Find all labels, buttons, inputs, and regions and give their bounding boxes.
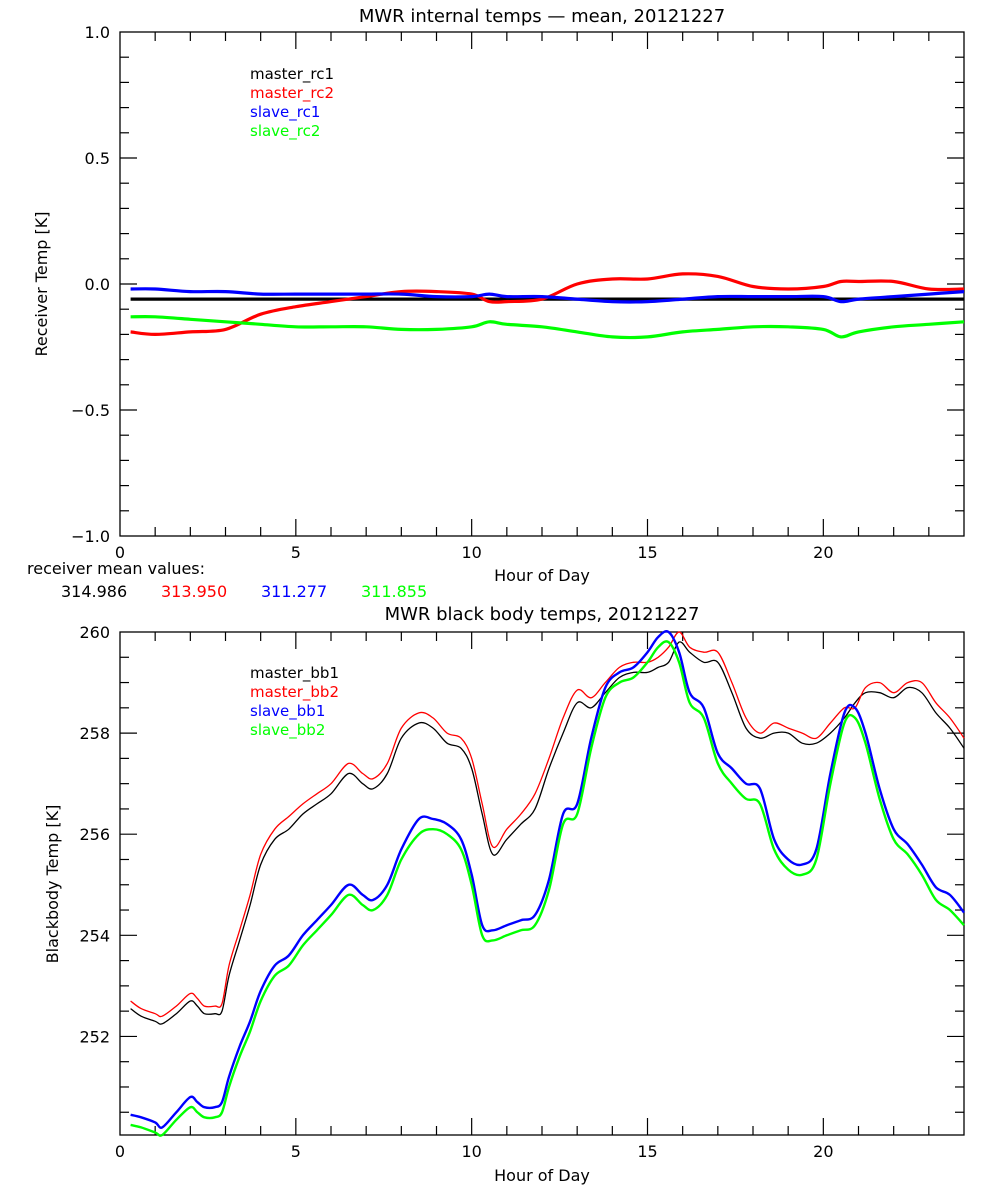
blackbody-series-slave-bb2 <box>130 640 965 1137</box>
receiver-series-slave-rc2 <box>130 314 965 340</box>
receiver-legend: master_rc1 master_rc2 slave_rc1 slave_rc… <box>250 65 334 141</box>
receiver-y-axis-label: Receiver Temp [K] <box>32 211 51 356</box>
receiver-y-tick-label: −0.5 <box>71 401 110 420</box>
legend-slave-rc1: slave_rc1 <box>250 103 320 122</box>
receiver-y-tick-label: −1.0 <box>71 527 110 546</box>
blackbody-series-master-bb2 <box>130 631 965 1018</box>
receiver-series-master-rc2 <box>130 272 965 336</box>
blackbody-axis-ticks: 0 5 10 15 20 252 254 256 258 260 <box>79 623 964 1161</box>
receiver-x-tick-label: 10 <box>461 543 481 562</box>
legend-slave-bb2: slave_bb2 <box>250 721 325 740</box>
mean-value-master-rc1: 314.986 <box>61 582 127 601</box>
blackbody-y-tick-label: 260 <box>79 623 110 642</box>
receiver-x-tick-label: 5 <box>291 543 301 562</box>
receiver-series-slave-rc1 <box>130 287 965 304</box>
blackbody-x-tick-label: 20 <box>813 1142 833 1161</box>
legend-slave-bb1: slave_bb1 <box>250 702 325 721</box>
blackbody-y-tick-label: 256 <box>79 825 110 844</box>
legend-master-rc1: master_rc1 <box>250 65 334 84</box>
blackbody-y-tick-label: 252 <box>79 1027 110 1046</box>
blackbody-series-master-bb1 <box>130 641 965 1025</box>
receiver-x-tick-label: 0 <box>115 543 125 562</box>
blackbody-legend: master_bb1 master_bb2 slave_bb1 slave_bb… <box>250 664 339 740</box>
legend-slave-rc2: slave_rc2 <box>250 122 320 141</box>
blackbody-x-tick-label: 5 <box>291 1142 301 1161</box>
blackbody-y-tick-label: 258 <box>79 724 110 743</box>
blackbody-x-axis-label: Hour of Day <box>494 1166 590 1185</box>
blackbody-plot-frame <box>119 631 965 1136</box>
receiver-temp-panel: MWR internal temps — mean, 20121227 0 5 10… <box>27 6 965 601</box>
mean-value-slave-rc2: 311.855 <box>361 582 427 601</box>
blackbody-temp-panel: MWR black body temps, 20121227 0 5 10 15 20 2… <box>43 604 965 1185</box>
receiver-chart-title: MWR internal temps — mean, 20121227 <box>359 6 725 27</box>
blackbody-x-tick-label: 0 <box>115 1142 125 1161</box>
receiver-mean-label: receiver mean values: <box>27 559 205 578</box>
receiver-x-tick-label: 15 <box>637 543 657 562</box>
blackbody-chart-title: MWR black body temps, 20121227 <box>385 604 700 625</box>
blackbody-x-tick-label: 15 <box>637 1142 657 1161</box>
receiver-x-tick-label: 20 <box>813 543 833 562</box>
receiver-y-tick-label: 0.0 <box>85 275 110 294</box>
blackbody-series-lines <box>130 630 965 1137</box>
receiver-y-tick-label: 0.5 <box>85 149 110 168</box>
legend-master-rc2: master_rc2 <box>250 84 334 103</box>
blackbody-y-axis-label: Blackbody Temp [K] <box>43 805 62 964</box>
legend-master-bb1: master_bb1 <box>250 664 339 683</box>
receiver-y-tick-label: 1.0 <box>85 23 110 42</box>
blackbody-series-slave-bb1 <box>130 630 965 1129</box>
mean-value-slave-rc1: 311.277 <box>261 582 327 601</box>
receiver-series-lines <box>130 272 965 340</box>
receiver-axis-ticks: 0 5 10 15 20 −1.0 −0.5 0.0 0.5 1.0 <box>71 23 964 562</box>
blackbody-x-tick-label: 10 <box>461 1142 481 1161</box>
blackbody-y-tick-label: 254 <box>79 926 110 945</box>
mean-value-master-rc2: 313.950 <box>161 582 227 601</box>
legend-master-bb2: master_bb2 <box>250 683 339 702</box>
receiver-x-axis-label: Hour of Day <box>494 566 590 585</box>
